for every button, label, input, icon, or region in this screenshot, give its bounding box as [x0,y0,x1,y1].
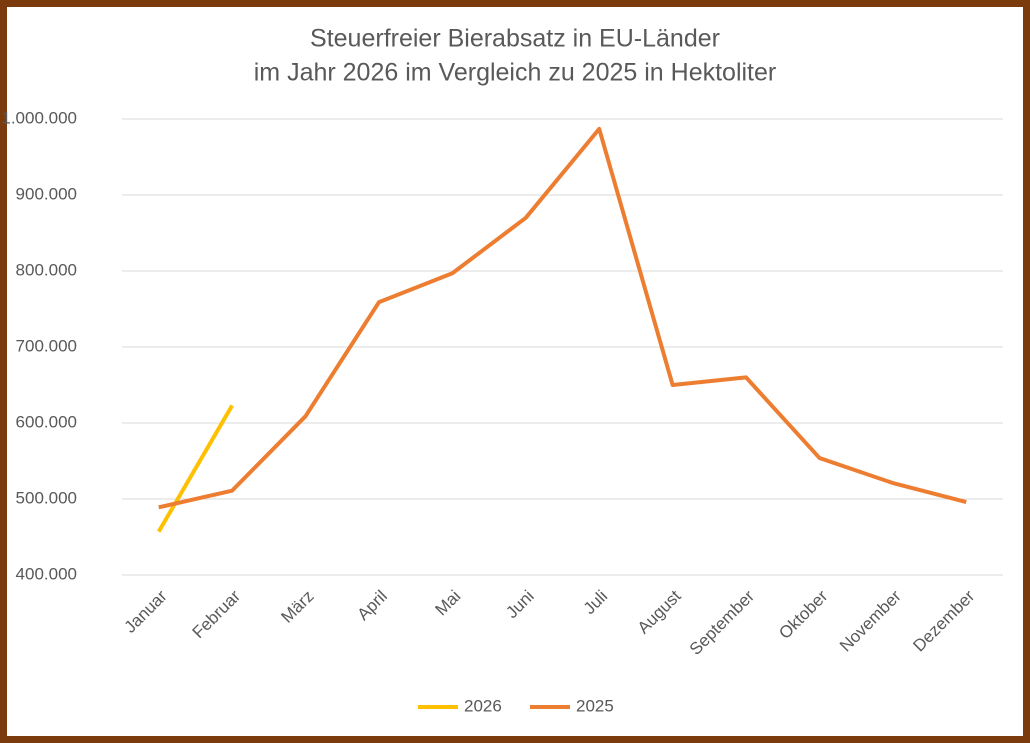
legend-label: 2026 [464,696,502,715]
chart-title: im Jahr 2026 im Vergleich zu 2025 in Hek… [254,59,777,87]
y-tick-label: 700.000 [16,336,77,355]
chart-title: Steuerfreier Bierabsatz in EU-Länder [310,25,720,53]
legend-label: 2025 [576,696,614,715]
y-tick-label: 400.000 [16,564,77,583]
y-tick-label: 500.000 [16,488,77,507]
y-tick-label: 800.000 [16,260,77,279]
y-tick-label: 900.000 [16,184,77,203]
y-tick-label: 600.000 [16,412,77,431]
line-series [158,126,967,510]
line-series [156,404,234,533]
y-tick-label: 1.000.000 [1,108,77,127]
